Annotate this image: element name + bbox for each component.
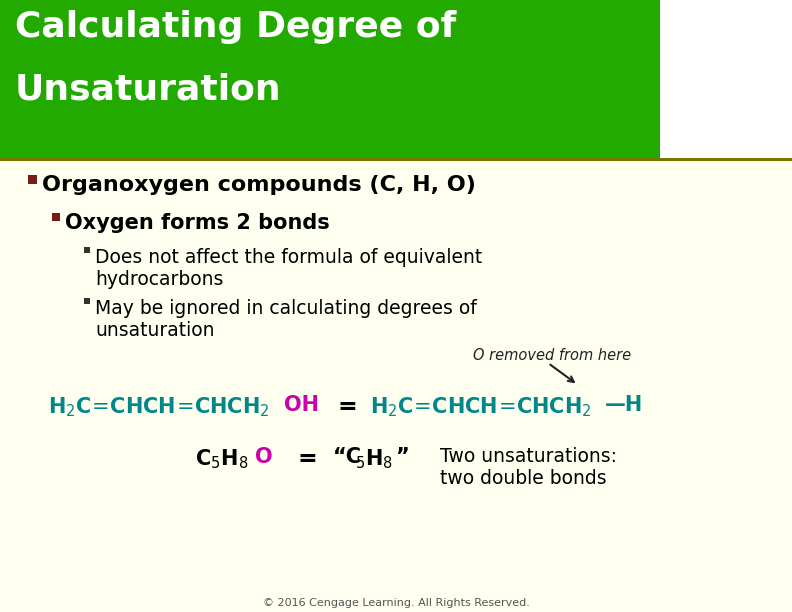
- Text: Unsaturation: Unsaturation: [15, 72, 282, 106]
- Bar: [84, 298, 90, 304]
- Text: H$_2$C$\!=\!$CHCH$\!=\!$CHCH$_2$: H$_2$C$\!=\!$CHCH$\!=\!$CHCH$_2$: [370, 395, 592, 419]
- Text: Two unsaturations:: Two unsaturations:: [440, 447, 617, 466]
- Text: ”: ”: [395, 447, 409, 467]
- Text: Calculating Degree of: Calculating Degree of: [15, 10, 456, 44]
- Text: =: =: [338, 395, 358, 419]
- Text: C$_5$H$_8$: C$_5$H$_8$: [195, 447, 249, 471]
- Text: $_5$H$_8$: $_5$H$_8$: [355, 447, 393, 471]
- Text: Organoxygen compounds (C, H, O): Organoxygen compounds (C, H, O): [42, 175, 476, 195]
- Text: Oxygen forms 2 bonds: Oxygen forms 2 bonds: [65, 213, 329, 233]
- Text: May be ignored in calculating degrees of: May be ignored in calculating degrees of: [95, 299, 477, 318]
- Text: unsaturation: unsaturation: [95, 321, 215, 340]
- Bar: [84, 247, 90, 253]
- Text: =: =: [298, 447, 318, 471]
- Bar: [0, 0, 660, 158]
- Text: two double bonds: two double bonds: [440, 469, 607, 488]
- Text: O removed from here: O removed from here: [473, 348, 631, 363]
- Bar: [28, 175, 37, 184]
- Text: H$_2$C$\!=\!$CHCH$\!=\!$CHCH$_2$: H$_2$C$\!=\!$CHCH$\!=\!$CHCH$_2$: [48, 395, 270, 419]
- Text: © 2016 Cengage Learning. All Rights Reserved.: © 2016 Cengage Learning. All Rights Rese…: [263, 598, 529, 608]
- Text: Does not affect the formula of equivalent: Does not affect the formula of equivalen…: [95, 248, 482, 267]
- Bar: [0, 158, 792, 161]
- Text: hydrocarbons: hydrocarbons: [95, 270, 223, 289]
- Text: O: O: [255, 447, 272, 467]
- Bar: [660, 0, 792, 158]
- Text: “C: “C: [333, 447, 362, 467]
- Text: OH: OH: [284, 395, 319, 415]
- Bar: [52, 213, 60, 221]
- Text: —H: —H: [605, 395, 643, 415]
